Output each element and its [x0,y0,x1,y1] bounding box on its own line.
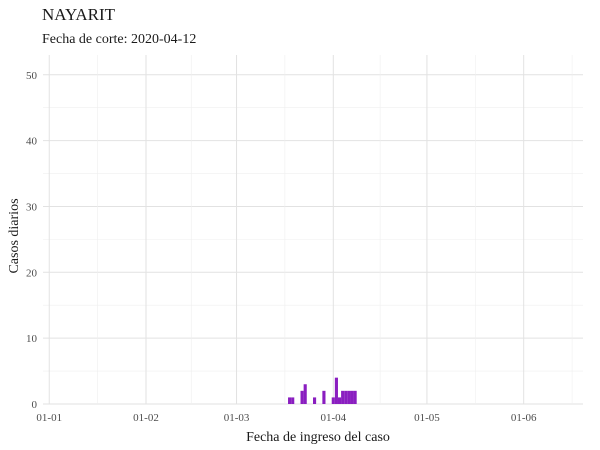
y-tick-label: 30 [26,201,38,213]
bar [291,397,295,404]
x-tick-label: 01-05 [414,412,440,424]
y-axis-title: Casos diarios [7,198,22,273]
y-tick-label: 50 [26,70,38,82]
chart-title: NAYARIT [42,5,116,24]
bars [288,377,357,404]
y-axis-ticks: 0 10 20 30 40 50 [26,70,38,411]
x-axis-title: Fecha de ingreso del caso [246,430,390,445]
y-tick-label: 20 [26,267,38,279]
x-tick-label: 01-03 [224,412,250,424]
bar [353,390,357,404]
bar [322,390,326,404]
bar [303,384,307,404]
x-tick-label: 01-06 [511,412,537,424]
x-tick-label: 01-04 [320,412,346,424]
bar [313,397,317,404]
x-axis-ticks: 01-01 01-02 01-03 01-04 01-05 01-06 [36,412,537,424]
bar [347,390,351,404]
bar [350,390,354,404]
bar [300,390,304,404]
bar [288,397,292,404]
bar [344,390,348,404]
bar [341,390,345,404]
bar [331,397,335,404]
grid [43,55,583,405]
y-tick-label: 10 [26,333,38,345]
bar [334,377,338,404]
x-tick-label: 01-01 [36,412,62,424]
chart-subtitle: Fecha de corte: 2020-04-12 [42,32,196,47]
y-tick-label: 0 [32,399,38,411]
y-tick-label: 40 [26,136,38,148]
bar [337,397,342,404]
x-tick-label: 01-02 [133,412,159,424]
